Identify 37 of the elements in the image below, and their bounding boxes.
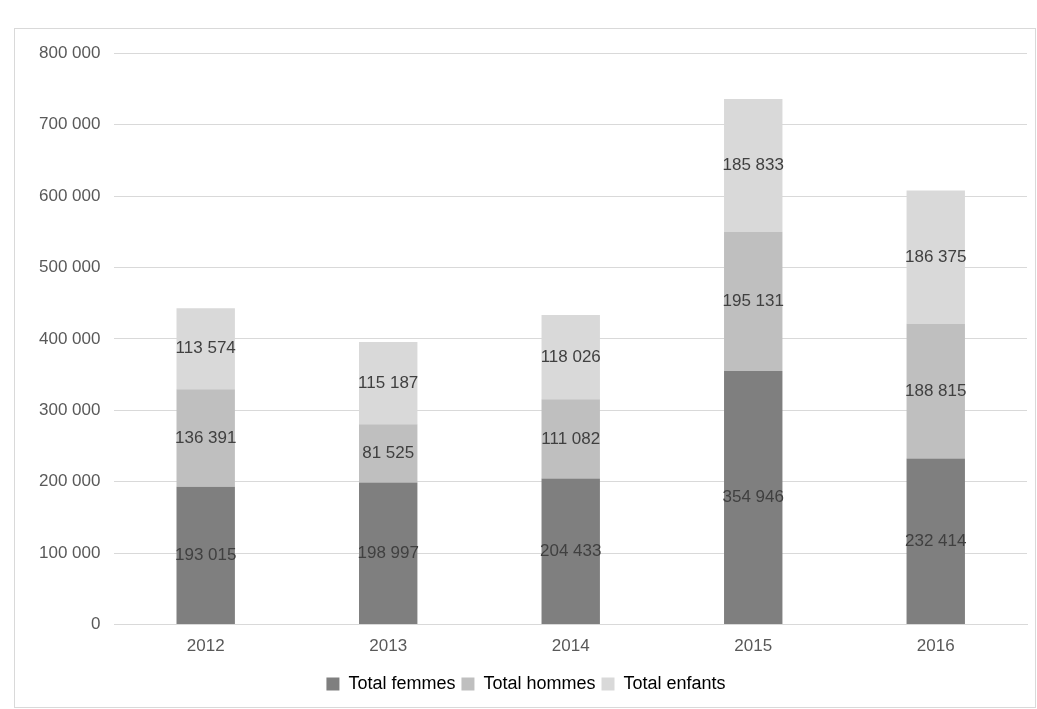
bar — [906, 323, 965, 459]
data-label: 111 082 — [541, 428, 601, 448]
data-label: 186 375 — [905, 246, 967, 266]
data-label: 195 131 — [722, 291, 784, 311]
data-label: 118 026 — [540, 346, 601, 366]
legend-label: Total enfants — [623, 672, 726, 693]
data-label: 185 833 — [722, 155, 784, 175]
bar — [359, 482, 418, 625]
y-tick-label: 700 000 — [39, 114, 101, 134]
x-tick-label: 2014 — [551, 636, 590, 656]
bar — [359, 424, 418, 483]
x-tick-label: 2012 — [186, 636, 225, 656]
data-label: 81 525 — [362, 443, 415, 463]
bar — [541, 399, 600, 479]
bar — [176, 486, 235, 625]
bar — [906, 458, 965, 625]
legend-label: Total hommes — [483, 672, 596, 693]
y-tick-label: 600 000 — [39, 185, 101, 205]
data-label: 113 574 — [175, 338, 236, 358]
y-tick-label: 800 000 — [39, 42, 101, 62]
y-tick-label: 100 000 — [39, 542, 101, 562]
bar — [541, 478, 600, 625]
data-label: 115 187 — [358, 372, 419, 392]
bar — [176, 389, 235, 487]
y-tick-label: 300 000 — [39, 400, 101, 420]
data-label: 136 391 — [174, 427, 237, 447]
bar — [724, 231, 783, 372]
legend-label: Total femmes — [348, 672, 456, 693]
data-label: 188 815 — [905, 380, 967, 400]
y-tick-label: 200 000 — [39, 471, 101, 491]
x-tick-label: 2015 — [734, 636, 773, 656]
y-tick-label: 500 000 — [39, 257, 101, 277]
bar — [724, 371, 783, 625]
x-tick-label: 2013 — [369, 636, 408, 656]
x-tick-label: 2016 — [916, 636, 955, 656]
y-tick-label: 0 — [90, 614, 101, 634]
y-tick-label: 400 000 — [39, 328, 101, 348]
